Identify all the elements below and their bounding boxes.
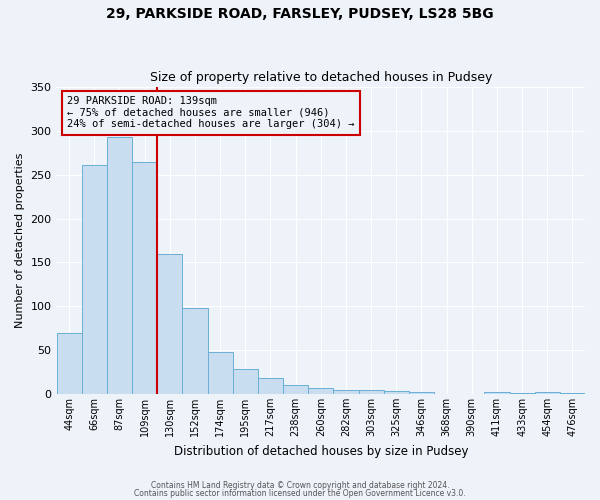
Bar (182, 308, 208, 394)
Title: Size of property relative to detached houses in Pudsey: Size of property relative to detached ho… (149, 72, 492, 85)
Bar (409, 392, 434, 394)
Text: Contains public sector information licensed under the Open Government Licence v3: Contains public sector information licen… (134, 488, 466, 498)
Bar (233, 368, 258, 394)
Bar (157, 254, 182, 394)
Bar (560, 393, 585, 394)
Bar (383, 392, 409, 394)
Text: 29, PARKSIDE ROAD, FARSLEY, PUDSEY, LS28 5BG: 29, PARKSIDE ROAD, FARSLEY, PUDSEY, LS28… (106, 8, 494, 22)
Bar (82, 165, 107, 394)
Bar (208, 352, 233, 394)
X-axis label: Distribution of detached houses by size in Pudsey: Distribution of detached houses by size … (173, 444, 468, 458)
Bar (484, 392, 509, 394)
Bar (308, 388, 334, 394)
Bar (334, 390, 359, 394)
Bar (258, 378, 283, 394)
Text: 29 PARKSIDE ROAD: 139sqm
← 75% of detached houses are smaller (946)
24% of semi-: 29 PARKSIDE ROAD: 139sqm ← 75% of detach… (67, 96, 355, 130)
Y-axis label: Number of detached properties: Number of detached properties (15, 153, 25, 328)
Bar (359, 390, 383, 394)
Bar (283, 385, 308, 394)
Bar (56, 332, 82, 394)
Bar (132, 162, 157, 394)
Bar (535, 392, 560, 394)
Bar (107, 137, 132, 394)
Text: Contains HM Land Registry data © Crown copyright and database right 2024.: Contains HM Land Registry data © Crown c… (151, 481, 449, 490)
Bar (509, 393, 535, 394)
